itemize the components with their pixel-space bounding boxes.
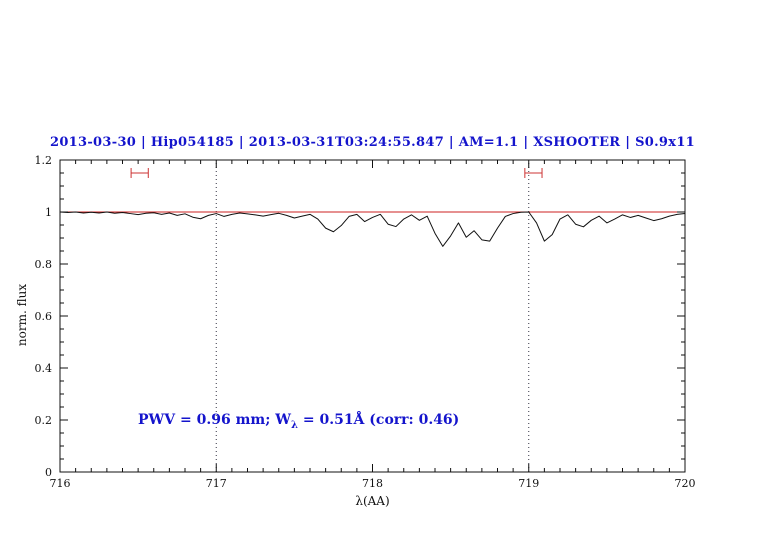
y-tick-label: 1 xyxy=(45,206,52,219)
x-tick-label: 718 xyxy=(362,477,383,490)
plot-title: 2013-03-30 | Hip054185 | 2013-03-31T03:2… xyxy=(49,135,696,150)
pwv-annotation: PWV = 0.96 mm; Wλ = 0.51Å (corr: 0.46) xyxy=(138,412,459,431)
y-tick-label: 0.8 xyxy=(35,258,53,271)
lambda-subscript: λ xyxy=(290,419,298,431)
x-axis-label: λ(AA) xyxy=(355,494,390,508)
x-tick-label: 717 xyxy=(206,477,227,490)
pwv-annotation-text-left: PWV = 0.96 mm; W xyxy=(138,412,291,428)
y-tick-label: 0.6 xyxy=(35,310,53,323)
x-tick-label: 720 xyxy=(675,477,696,490)
spectrum-line xyxy=(59,211,686,247)
pwv-annotation-text-right: = 0.51Å (corr: 0.46) xyxy=(297,412,460,428)
y-axis-label: norm. flux xyxy=(15,283,29,347)
y-tick-label: 0 xyxy=(45,466,52,479)
y-tick-label: 1.2 xyxy=(35,154,53,167)
x-tick-label: 716 xyxy=(50,477,71,490)
y-tick-label: 0.4 xyxy=(35,362,53,375)
y-tick-label: 0.2 xyxy=(35,414,53,427)
x-tick-label: 719 xyxy=(518,477,539,490)
